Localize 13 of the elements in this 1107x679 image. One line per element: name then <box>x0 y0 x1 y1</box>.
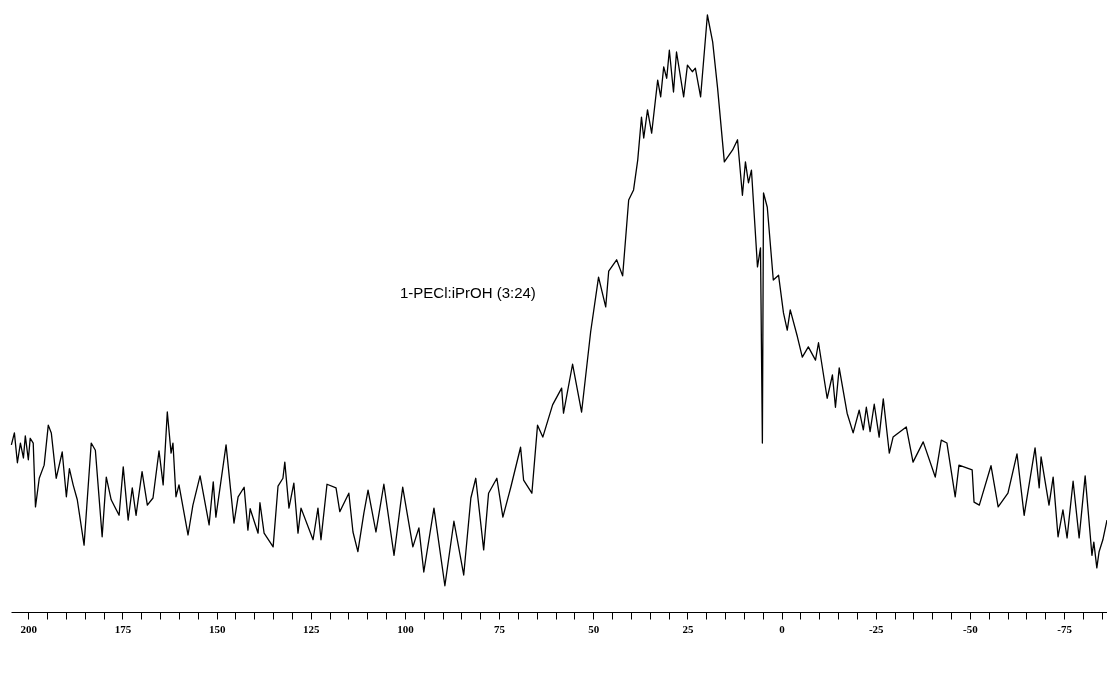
x-tick-label: -50 <box>963 622 979 635</box>
x-tick-label: -25 <box>868 622 885 635</box>
x-tick-label: 175 <box>114 622 132 635</box>
annotation: 1-PECl:iPrOH (3:24) <box>400 284 536 301</box>
x-tick-label: 0 <box>779 622 786 635</box>
x-tick-label: 100 <box>397 622 415 635</box>
x-tick-label: 50 <box>588 622 600 635</box>
x-tick-label: -75 <box>1057 622 1073 635</box>
x-tick-label: 75 <box>494 622 506 635</box>
x-tick-label: 25 <box>682 622 694 635</box>
x-tick-label: 150 <box>208 622 226 635</box>
x-tick-label: 125 <box>303 622 321 635</box>
x-tick-label: 200 <box>20 622 38 635</box>
